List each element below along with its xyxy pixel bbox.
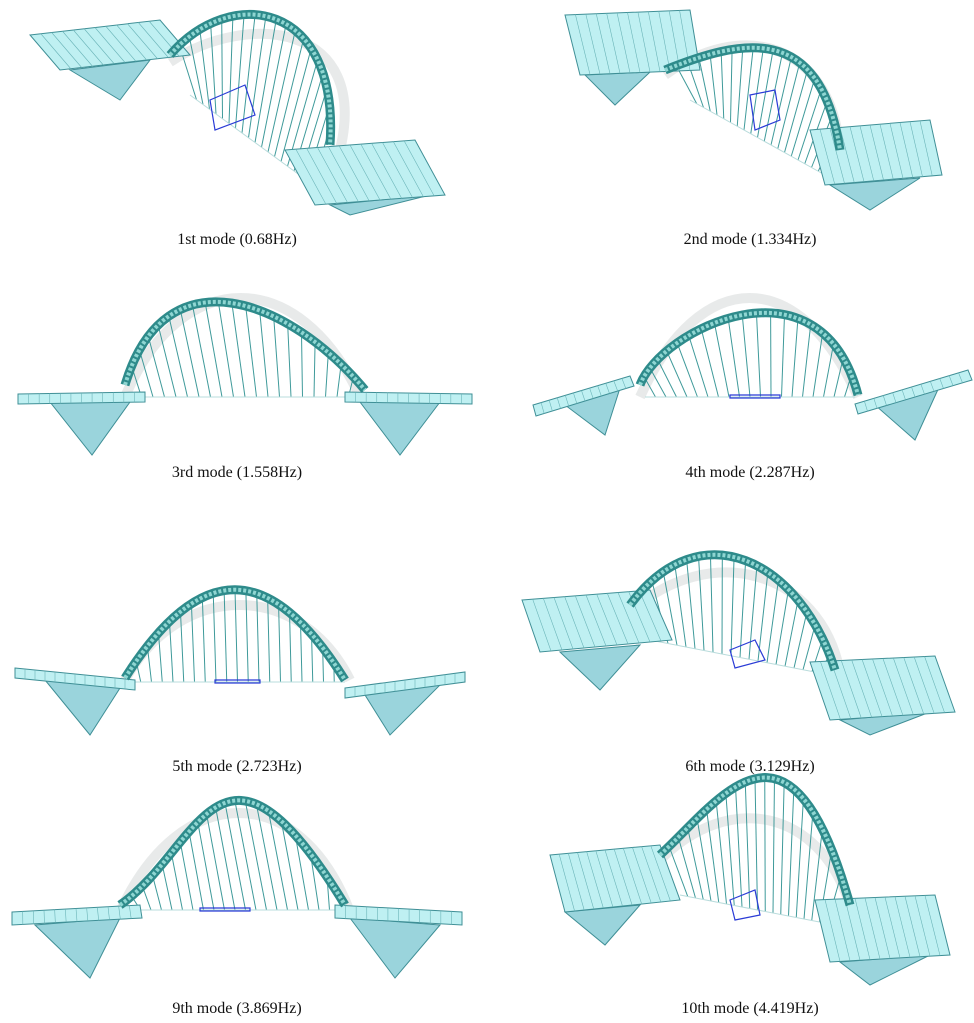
hanger (699, 58, 710, 112)
hanger (207, 814, 225, 910)
hanger (326, 353, 329, 397)
hanger (782, 315, 785, 397)
hanger (274, 316, 280, 397)
bridge-render (15, 590, 465, 735)
hanger (744, 48, 753, 130)
caption: 3rd mode (1.558Hz) (172, 464, 302, 481)
caption: 10th mode (4.419Hz) (681, 1000, 818, 1017)
deck-line (650, 640, 830, 675)
hanger (232, 303, 245, 397)
bridge-render (30, 14, 445, 215)
hanger (751, 48, 764, 133)
hanger (813, 333, 823, 397)
bridge-render (12, 800, 462, 978)
hanger (701, 329, 718, 397)
hanger (736, 787, 742, 907)
bridge-render (522, 555, 955, 735)
hanger (771, 57, 791, 145)
hanger (677, 343, 697, 397)
hanger (764, 53, 782, 141)
caption: 4th mode (2.287Hz) (685, 464, 814, 481)
hanger (162, 864, 172, 910)
hanger (728, 318, 739, 397)
bridge-render (18, 298, 472, 455)
hanger (785, 600, 798, 666)
hanger (180, 842, 193, 910)
caption: 5th mode (2.723Hz) (172, 758, 301, 775)
hanger (721, 52, 724, 119)
pier (45, 680, 120, 735)
hanger (658, 359, 677, 397)
hanger (225, 803, 245, 910)
hanger (216, 808, 235, 911)
hanger (246, 306, 257, 397)
page: 1st mode (0.68Hz) 2nd mode (1.334Hz) 3rd… (0, 0, 974, 1023)
pier (560, 645, 640, 690)
pier (50, 402, 130, 455)
hanger (171, 853, 182, 910)
hanger (281, 48, 311, 161)
hanger (678, 837, 695, 898)
hanger (781, 782, 784, 914)
hanger (767, 580, 778, 663)
hanger (737, 48, 743, 126)
hanger (726, 793, 734, 905)
bridge-render (565, 10, 942, 210)
hanger (756, 313, 760, 397)
hanger (260, 310, 268, 397)
hanger (314, 342, 315, 397)
pier (585, 72, 650, 105)
deck-slab (522, 590, 672, 652)
hanger (765, 778, 766, 912)
hanger (710, 54, 717, 115)
hanger (794, 612, 807, 668)
hanger (773, 779, 774, 913)
hanger (796, 799, 803, 918)
hanger (745, 782, 749, 909)
hanger (301, 622, 302, 682)
pier (350, 918, 440, 978)
hanger (804, 812, 813, 919)
bridge-render (550, 778, 950, 985)
pier (360, 402, 440, 455)
hanger (667, 351, 687, 397)
hanger (776, 589, 789, 664)
bridge-render (533, 298, 972, 440)
undeformed-arch (170, 34, 345, 150)
caption: 1st mode (0.68Hz) (177, 231, 297, 248)
hanger (758, 50, 774, 138)
hanger (714, 323, 729, 397)
hanger (301, 332, 302, 397)
caption: 9th mode (3.869Hz) (172, 1000, 301, 1017)
hanger (288, 324, 291, 397)
hanger (731, 49, 733, 122)
hanger (742, 315, 750, 397)
foundation (210, 85, 255, 130)
caption: 2nd mode (1.334Hz) (684, 231, 817, 248)
hanger (792, 319, 798, 398)
caption: 6th mode (3.129Hz) (685, 758, 814, 775)
hanger (789, 789, 794, 916)
hanger (198, 822, 214, 910)
figure: 1st mode (0.68Hz) 2nd mode (1.334Hz) 3rd… (0, 0, 974, 1023)
pier (35, 918, 120, 978)
hanger (803, 325, 811, 397)
hanger (218, 302, 233, 397)
